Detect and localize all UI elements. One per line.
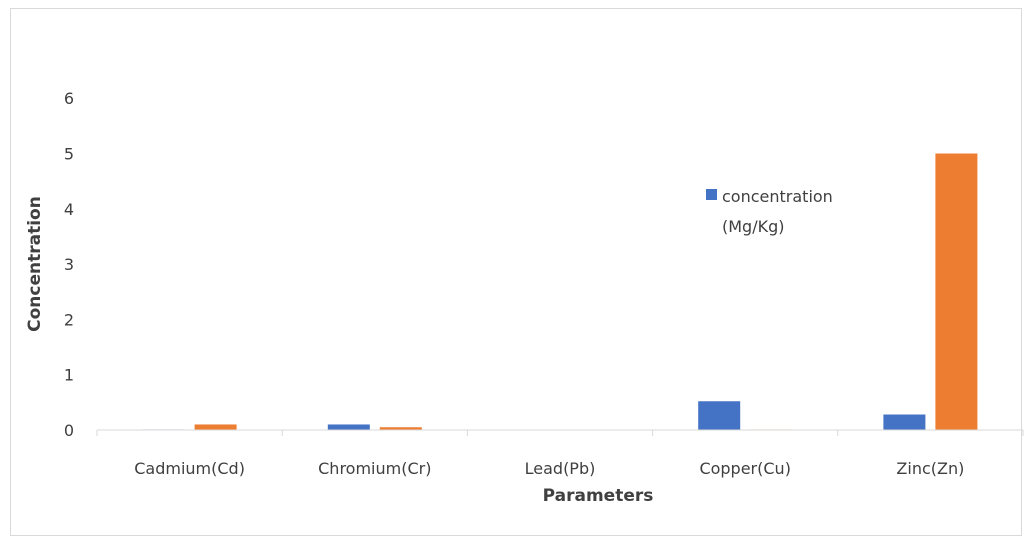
x-tick-label: Copper(Cu) <box>699 459 791 478</box>
bar-series-2 <box>379 427 422 430</box>
legend-label-line-2: (Mg/Kg) <box>722 217 784 236</box>
y-tick-label: 5 <box>64 145 74 164</box>
x-axis-tick-labels: Cadmium(Cd) Chromium(Cr) Lead(Pb) Copper(Cu… <box>134 459 964 478</box>
y-tick-label: 2 <box>64 310 74 329</box>
y-tick-label: 1 <box>64 366 74 385</box>
x-tick-label: Chromium(Cr) <box>318 459 431 478</box>
x-axis-tick-marks <box>96 430 1024 436</box>
legend: concentration (Mg/Kg) <box>706 187 833 236</box>
bars <box>142 153 978 430</box>
x-axis-title: Parameters <box>543 486 654 506</box>
y-tick-label: 6 <box>64 89 74 108</box>
bar-series-1 <box>883 414 926 430</box>
y-tick-label: 4 <box>64 200 74 219</box>
legend-swatch <box>706 189 717 200</box>
y-axis-title: Concentration <box>25 196 45 332</box>
bar-series-2 <box>935 153 978 430</box>
bar-series-1 <box>698 401 741 430</box>
y-tick-label: 3 <box>64 255 74 274</box>
x-tick-label: Zinc(Zn) <box>896 459 964 478</box>
bar-series-2 <box>194 424 237 430</box>
x-tick-label: Cadmium(Cd) <box>134 459 245 478</box>
legend-label-line-1: concentration <box>722 187 833 206</box>
y-axis-tick-labels: 0 1 2 3 4 5 6 <box>64 89 74 440</box>
y-tick-label: 0 <box>64 421 74 440</box>
x-tick-label: Lead(Pb) <box>525 459 596 478</box>
chart-frame <box>10 8 1022 536</box>
bar-series-1 <box>327 424 370 430</box>
